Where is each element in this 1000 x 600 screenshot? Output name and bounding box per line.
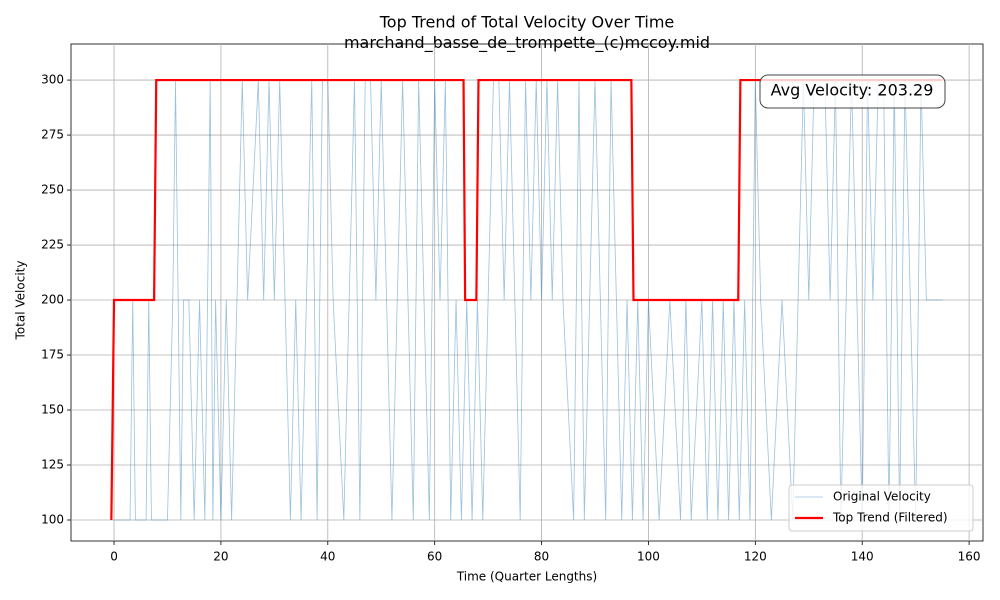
x-tick-label: 120 [744, 550, 767, 564]
x-tick-label: 20 [213, 550, 228, 564]
chart-subtitle: marchand_basse_de_trompette_(c)mccoy.mid [344, 33, 710, 53]
legend-label: Top Trend (Filtered) [832, 511, 948, 525]
x-tick-label: 0 [110, 550, 118, 564]
y-tick-label: 125 [41, 458, 64, 472]
y-tick-label: 100 [41, 512, 64, 526]
y-tick-label: 150 [41, 403, 64, 417]
legend: Original Velocity Top Trend (Filtered) [788, 484, 974, 532]
annotation-box [759, 74, 946, 109]
x-tick-label: 140 [851, 550, 874, 564]
plot-frame [70, 43, 984, 542]
y-tick-label: 275 [41, 128, 64, 142]
x-tick-label: 100 [637, 550, 660, 564]
y-tick-label: 225 [41, 238, 64, 252]
annotation: Avg Velocity: 203.29 [759, 74, 946, 109]
annotation-text: Avg Velocity: 203.29 [771, 81, 934, 100]
series-line [114, 79, 943, 521]
y-axis-label: Total Velocity [14, 261, 28, 341]
x-tick-label: 60 [427, 550, 442, 564]
y-tick-label: 250 [41, 183, 64, 197]
x-tick-label: 160 [958, 550, 981, 564]
chart-title: Top Trend of Total Velocity Over Time [379, 13, 675, 32]
y-tick-label: 300 [41, 73, 64, 87]
y-tick-label: 200 [41, 293, 64, 307]
legend-box [788, 484, 974, 532]
x-tick-label: 80 [534, 550, 549, 564]
x-tick-label: 40 [320, 550, 335, 564]
y-tick-label: 175 [41, 348, 64, 362]
x-axis-label: Time (Quarter Lengths) [456, 570, 597, 584]
series-line [110, 78, 943, 521]
legend-label: Original Velocity [833, 490, 931, 504]
